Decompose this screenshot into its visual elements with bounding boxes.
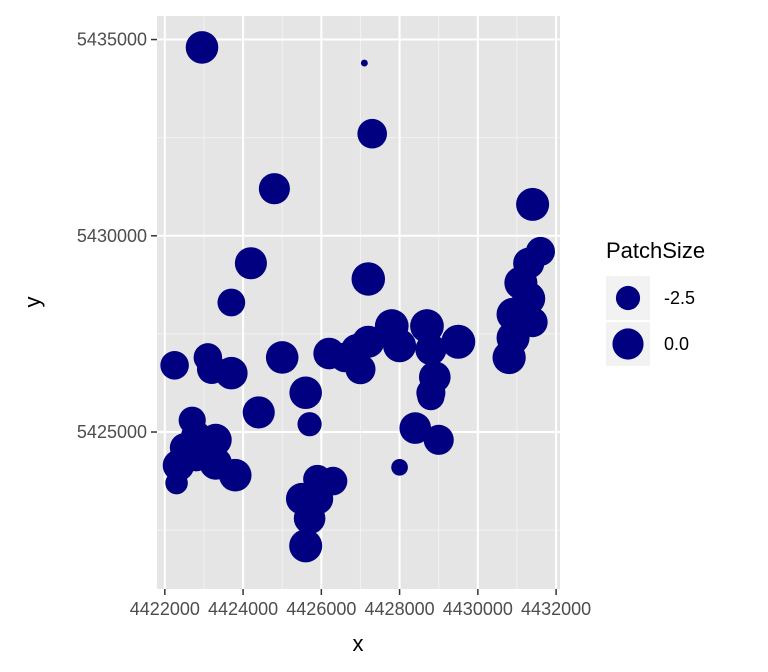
- data-point: [234, 247, 267, 280]
- data-point: [289, 376, 322, 410]
- x-axis: 4422000 4424000 4426000 4428000 4430000 44320…: [130, 589, 591, 619]
- data-point: [293, 502, 326, 535]
- data-point: [517, 307, 548, 338]
- x-tick-label: 4426000: [286, 599, 356, 619]
- x-axis-title: x: [353, 631, 364, 656]
- data-point: [217, 288, 246, 317]
- data-point: [165, 471, 188, 495]
- data-point: [415, 334, 447, 366]
- legend-entry-label: -2.5: [664, 288, 695, 308]
- legend-entry-label: 0.0: [664, 334, 689, 354]
- x-tick-label: 4428000: [365, 599, 435, 619]
- y-tick-label: 5430000: [77, 226, 147, 246]
- data-point: [423, 424, 454, 455]
- legend-title: PatchSize: [606, 238, 705, 263]
- data-point: [417, 383, 445, 411]
- legend-key-symbol: [615, 285, 641, 311]
- data-point: [242, 396, 275, 429]
- data-point: [399, 412, 432, 444]
- x-tick-label: 4424000: [208, 599, 278, 619]
- data-point: [169, 433, 199, 463]
- y-tick-label: 5435000: [77, 30, 147, 50]
- plot-panel: [157, 16, 560, 589]
- y-axis: 5425000 5430000 5435000: [77, 30, 157, 442]
- data-point: [193, 343, 223, 372]
- data-point: [297, 412, 322, 437]
- data-point: [383, 329, 417, 363]
- data-point: [265, 341, 299, 374]
- data-point: [516, 187, 550, 221]
- data-point: [357, 118, 388, 149]
- legend: PatchSize -2.5 0.0: [606, 238, 705, 366]
- data-point: [391, 458, 408, 476]
- data-point: [441, 324, 476, 359]
- x-tick-label: 4422000: [130, 599, 200, 619]
- data-point: [258, 173, 290, 205]
- y-tick-label: 5425000: [77, 422, 147, 442]
- data-point: [525, 236, 555, 267]
- data-point: [360, 59, 368, 67]
- data-point: [185, 31, 219, 64]
- major-gridlines: [157, 16, 560, 589]
- data-point: [410, 309, 444, 343]
- data-point: [218, 458, 252, 492]
- data-point: [289, 529, 323, 563]
- data-point: [351, 262, 386, 296]
- y-axis-title: y: [20, 297, 45, 308]
- minor-gridlines: [157, 16, 560, 589]
- legend-key-symbol: [612, 328, 644, 360]
- data-point: [329, 342, 360, 373]
- data-points: [160, 31, 555, 563]
- data-point: [318, 466, 348, 496]
- data-point: [160, 351, 189, 380]
- x-tick-label: 4430000: [443, 599, 513, 619]
- data-point: [178, 406, 206, 434]
- legend-keys: -2.5 0.0: [606, 276, 695, 366]
- x-tick-label: 4432000: [521, 599, 591, 619]
